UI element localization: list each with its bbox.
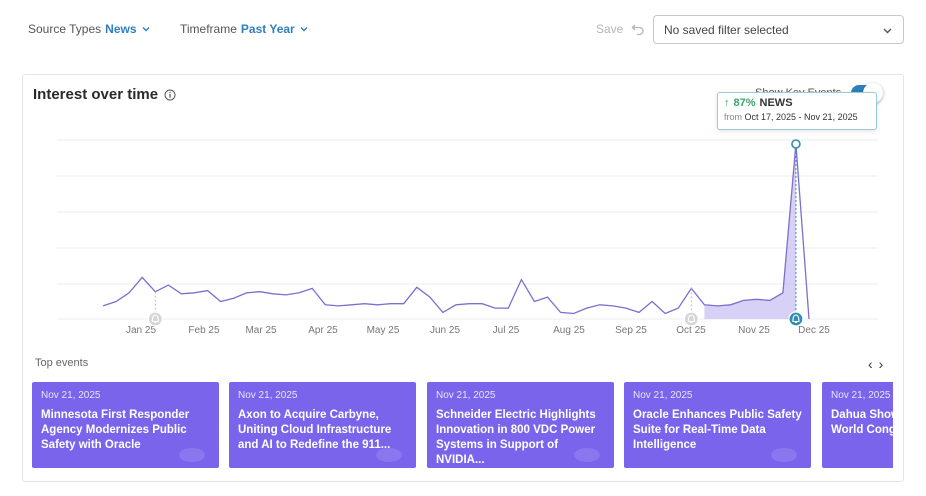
x-tick-label: Oct 25	[676, 325, 706, 336]
bell-icon	[151, 314, 159, 324]
x-tick-label: Dec 25	[798, 325, 830, 336]
trend-up-icon: ↑	[724, 97, 730, 109]
card-watermark-icon	[771, 448, 797, 462]
series-line	[102, 143, 810, 320]
x-tick-label: Jun 25	[430, 325, 460, 336]
event-card[interactable]: Nov 21, 2025 Schneider Electric Highligh…	[427, 382, 614, 468]
highlight-area	[704, 144, 796, 319]
timeframe-filter[interactable]: Timeframe Past Year	[180, 22, 309, 36]
filter-bar: Source Types News Timeframe Past Year Sa…	[0, 0, 926, 60]
tooltip-range-row: from Oct 17, 2025 - Nov 21, 2025	[724, 112, 870, 122]
chart-tooltip: ↑ 87% NEWS from Oct 17, 2025 - Nov 21, 2…	[717, 92, 877, 130]
save-label: Save	[596, 22, 624, 36]
tooltip-from: from	[724, 112, 742, 122]
x-tick-label: Feb 25	[188, 325, 220, 336]
event-card[interactable]: Nov 21, 2025 Oracle Enhances Public Safe…	[624, 382, 811, 468]
card-watermark-icon	[376, 448, 402, 462]
x-tick-label: Mar 25	[245, 325, 277, 336]
event-title: Oracle Enhances Public Safety Suite for …	[633, 409, 802, 451]
tooltip-header: ↑ 87% NEWS	[724, 97, 870, 109]
event-date: Nov 21, 2025	[41, 390, 101, 401]
event-title: Axon to Acquire Carbyne, Uniting Cloud I…	[238, 409, 392, 451]
saved-filter-value: No saved filter selected	[664, 22, 789, 37]
next-arrow-icon[interactable]: ›	[878, 356, 884, 372]
event-card[interactable]: Nov 21, 2025 Minnesota First Responder A…	[32, 382, 219, 468]
event-title: Dahua Shows Solutions at World Cong	[831, 409, 893, 436]
event-title: Schneider Electric Highlights Innovation…	[436, 409, 596, 466]
x-tick-label: Jan 25	[126, 325, 156, 336]
events-carousel: Nov 21, 2025 Minnesota First Responder A…	[32, 382, 893, 468]
bell-icon	[792, 314, 800, 324]
events-nav: ‹ ›	[868, 357, 883, 371]
event-title: Minnesota First Responder Agency Moderni…	[41, 409, 190, 451]
x-tick-label: Sep 25	[615, 325, 647, 336]
chevron-down-icon	[883, 28, 892, 34]
card-watermark-icon	[179, 448, 205, 462]
card-title-text: Interest over time	[33, 86, 159, 103]
event-date: Nov 21, 2025	[831, 390, 891, 401]
source-types-value[interactable]: News	[105, 22, 137, 36]
bell-icon	[687, 314, 695, 324]
event-date: Nov 21, 2025	[436, 390, 496, 401]
tooltip-percent: 87%	[733, 97, 756, 109]
info-icon[interactable]	[164, 89, 176, 101]
card-title: Interest over time	[33, 86, 176, 103]
save-button[interactable]: Save	[596, 22, 645, 36]
x-tick-label: Jul 25	[493, 325, 520, 336]
key-event-marker[interactable]	[683, 311, 699, 327]
card-watermark-icon	[574, 448, 600, 462]
timeframe-value[interactable]: Past Year	[240, 22, 295, 36]
chevron-down-icon	[142, 27, 150, 32]
tooltip-range: Oct 17, 2025 - Nov 21, 2025	[744, 112, 858, 122]
source-types-filter[interactable]: Source Types News	[28, 22, 151, 36]
source-types-label: Source Types	[28, 22, 102, 36]
saved-filter-select[interactable]: No saved filter selected	[653, 15, 904, 44]
x-tick-labels: Jan 25 Feb 25 Mar 25 Apr 25 May 25 Jun 25 Jul …	[126, 325, 830, 336]
event-date: Nov 21, 2025	[238, 390, 298, 401]
chevron-down-icon	[300, 27, 308, 32]
event-card[interactable]: Nov 21, 2025 Axon to Acquire Carbyne, Un…	[229, 382, 416, 468]
tooltip-source: NEWS	[759, 97, 793, 109]
x-tick-label: Apr 25	[308, 325, 338, 336]
interest-chart: Jan 25 Feb 25 Mar 25 Apr 25 May 25 Jun 25 Jul …	[57, 139, 878, 336]
event-card[interactable]: Nov 21, 2025 Dahua Shows Solutions at Wo…	[822, 382, 893, 468]
undo-icon[interactable]	[631, 22, 645, 36]
key-event-marker[interactable]	[147, 311, 163, 327]
x-tick-label: May 25	[367, 325, 400, 336]
event-date: Nov 21, 2025	[633, 390, 693, 401]
key-event-marker-active[interactable]	[788, 311, 804, 327]
x-tick-label: Nov 25	[738, 325, 770, 336]
x-tick-label: Aug 25	[553, 325, 585, 336]
timeframe-label: Timeframe	[180, 22, 237, 36]
top-events-heading: Top events	[35, 357, 89, 369]
prev-arrow-icon[interactable]: ‹	[868, 356, 873, 372]
peak-point[interactable]	[791, 139, 801, 149]
key-event-markers	[147, 139, 804, 327]
chart-grid	[57, 139, 878, 320]
